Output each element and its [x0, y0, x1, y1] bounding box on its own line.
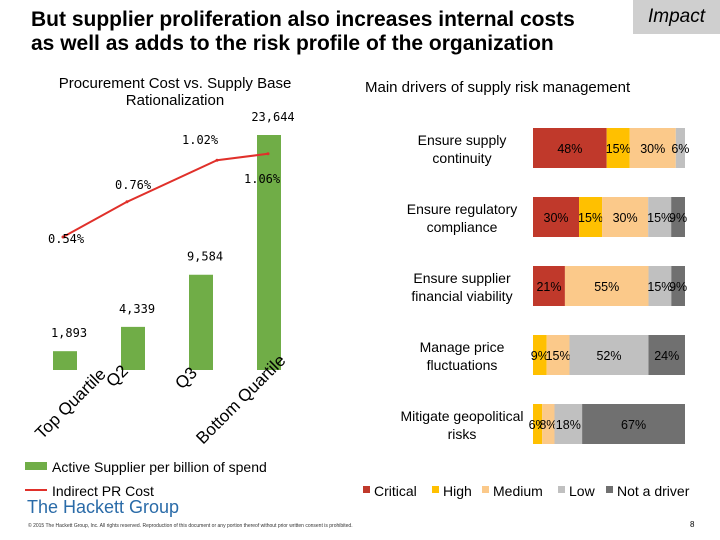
segment-label: 24%	[654, 349, 679, 363]
segment-label: 9%	[669, 211, 687, 225]
bar-data-label: 9,584	[187, 250, 223, 264]
segment-label: 30%	[544, 211, 569, 225]
legend-label-low: Low	[569, 483, 596, 499]
stacked-segment-not-a-driver	[648, 335, 685, 375]
row-label: Ensure supplier financial viability	[411, 270, 512, 304]
segment-label: 6%	[529, 418, 547, 432]
stacked-segment-not-a-driver	[582, 404, 685, 444]
page-number: 8	[690, 520, 695, 529]
legend-swatch-bar	[25, 462, 47, 470]
legend-label-medium: Medium	[493, 483, 543, 499]
line-point	[266, 152, 270, 156]
stacked-segment-medium	[546, 335, 570, 375]
bar-active-suppliers	[53, 351, 77, 370]
line-point	[125, 200, 129, 204]
segment-label: 15%	[606, 142, 631, 156]
left-chart-title: Procurement Cost vs. Supply Base Rationa…	[58, 75, 292, 109]
bar-active-suppliers	[257, 135, 281, 370]
bar-data-label: 23,644	[251, 110, 294, 124]
segment-label: 15%	[578, 211, 603, 225]
stacked-segment-low	[648, 197, 672, 237]
row-label: Ensure regulatory compliance	[407, 201, 518, 235]
legend-swatch-high	[432, 486, 439, 493]
line-data-label: 0.76%	[115, 178, 152, 192]
stacked-segment-medium	[564, 266, 649, 306]
segment-label: 15%	[546, 349, 571, 363]
line-data-label: 0.54%	[48, 232, 85, 246]
stacked-segment-critical	[533, 266, 565, 306]
bar-data-label: 4,339	[119, 302, 155, 316]
footer-copyright: © 2015 The Hackett Group, Inc. All right…	[28, 523, 353, 529]
stacked-segment-high	[533, 404, 543, 444]
row-label: Mitigate geopolitical risks	[401, 408, 524, 442]
stacked-segment-medium	[602, 197, 649, 237]
segment-label: 55%	[594, 280, 619, 294]
stacked-segment-low	[554, 404, 583, 444]
segment-label: 52%	[596, 349, 621, 363]
segment-label: 9%	[531, 349, 549, 363]
stacked-segment-medium	[542, 404, 555, 444]
line-indirect-pr-cost	[62, 152, 269, 238]
stacked-segment-medium	[629, 128, 676, 168]
legend-swatch-low	[558, 486, 565, 493]
stacked-segment-high	[533, 335, 547, 375]
row-label: Manage price fluctuations	[420, 339, 505, 373]
segment-label: 48%	[557, 142, 582, 156]
stacked-segment-not-a-driver	[671, 266, 685, 306]
stacked-segment-high	[606, 128, 630, 168]
stacked-segment-not-a-driver	[671, 197, 685, 237]
row-label: Ensure supply continuity	[418, 132, 507, 166]
segment-label: 15%	[647, 211, 672, 225]
segment-label: 18%	[556, 418, 581, 432]
line-point	[61, 235, 65, 239]
legend-swatch-medium	[482, 486, 489, 493]
stacked-segment-critical	[533, 197, 580, 237]
right-chart-title: Main drivers of supply risk management	[365, 79, 631, 96]
segment-label: 30%	[640, 142, 665, 156]
line-data-label: 1.02%	[182, 133, 219, 147]
stacked-segment-low	[675, 128, 685, 168]
stacked-segment-critical	[533, 128, 607, 168]
legend-swatch-not-a-driver	[606, 486, 613, 493]
segment-label: 21%	[536, 280, 561, 294]
hackett-logo: The Hackett Group	[27, 497, 180, 517]
legend-label-critical: Critical	[374, 483, 417, 499]
segment-label: 6%	[671, 142, 689, 156]
legend-label-high: High	[443, 483, 472, 499]
legend-label-not-a-driver: Not a driver	[617, 483, 690, 499]
bar-active-suppliers	[189, 274, 213, 370]
slide-title: But supplier proliferation also increase…	[31, 8, 575, 55]
category-label: Top Quartile	[31, 365, 109, 443]
line-data-label: 1.06%	[244, 172, 281, 186]
impact-badge: Impact	[633, 0, 720, 34]
bar-data-label: 1,893	[51, 326, 87, 340]
segment-label: 15%	[647, 280, 672, 294]
segment-label: 67%	[621, 418, 646, 432]
line-point	[215, 158, 219, 162]
legend-label-line: Indirect PR Cost	[52, 483, 154, 499]
stacked-segment-low	[569, 335, 649, 375]
legend-swatch-critical	[363, 486, 370, 493]
segment-label: 30%	[613, 211, 638, 225]
stacked-segment-low	[648, 266, 672, 306]
segment-label: 9%	[669, 280, 687, 294]
bar-active-suppliers	[121, 326, 145, 370]
stacked-segment-high	[579, 197, 603, 237]
legend-label-bar: Active Supplier per billion of spend	[52, 459, 267, 475]
segment-label: 8%	[539, 418, 557, 432]
